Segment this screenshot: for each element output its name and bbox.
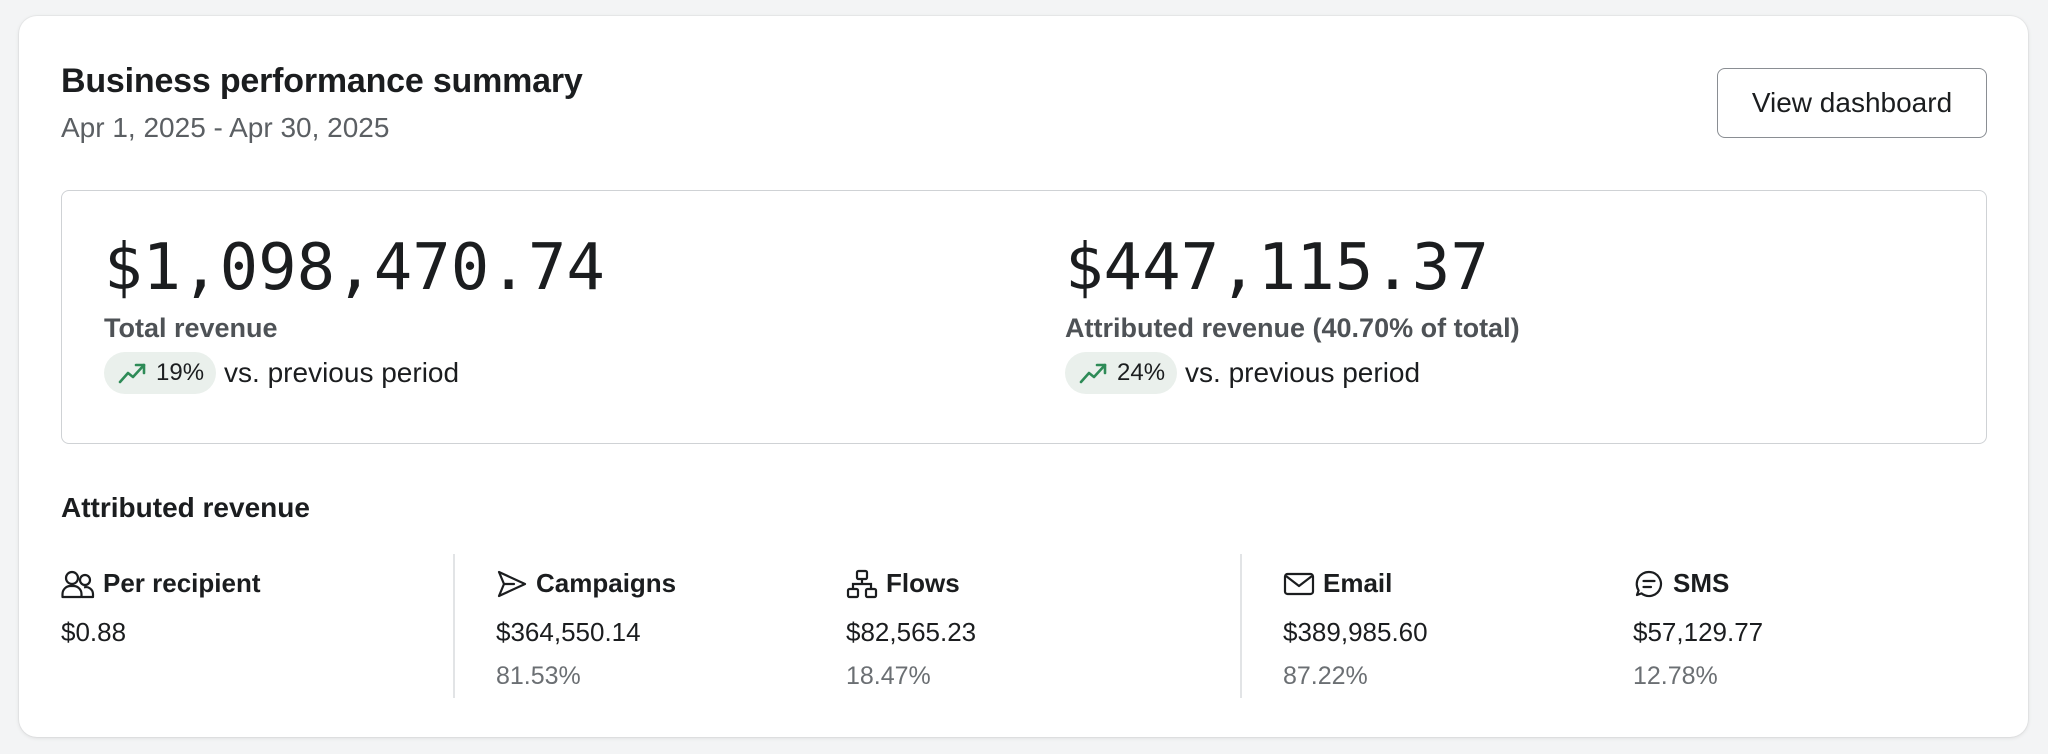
trend-comparison: vs. previous period [1185, 357, 1421, 388]
stat-per-recipient: Per recipient $0.88 [61, 568, 261, 648]
page-title: Business performance summary [61, 62, 583, 100]
date-range: Apr 1, 2025 - Apr 30, 2025 [61, 112, 390, 143]
stat-sms: SMS $57,129.77 12.78% [1633, 568, 1763, 691]
stat-value: $389,985.60 [1283, 617, 1428, 647]
total-revenue-label: Total revenue [104, 313, 278, 343]
trending-up-icon [118, 363, 146, 384]
stat-percent: 12.78% [1633, 662, 1718, 690]
column-divider [1240, 554, 1242, 698]
stat-value: $364,550.14 [496, 617, 641, 647]
stat-percent: 81.53% [496, 662, 581, 690]
stat-value: $82,565.23 [846, 617, 977, 647]
column-divider [453, 554, 455, 698]
trend-badge: 24% [1065, 352, 1178, 394]
attributed-revenue-metric: $447,115.37 Attributed revenue (40.70% o… [1065, 231, 1520, 394]
flow-icon [846, 569, 878, 598]
attributed-revenue-section-title: Attributed revenue [61, 492, 310, 523]
trend-comparison: vs. previous period [224, 357, 460, 388]
trend-percent: 19% [156, 359, 205, 386]
trending-up-icon [1079, 363, 1107, 384]
stat-value: $57,129.77 [1633, 617, 1764, 647]
performance-summary-card: Business performance summary Apr 1, 2025… [19, 16, 2028, 737]
stat-label: Email [1323, 568, 1393, 598]
stat-percent: 18.47% [846, 662, 931, 690]
attributed-revenue-trend: 24% vs. previous period [1065, 352, 1520, 394]
view-dashboard-button[interactable]: View dashboard [1717, 68, 1987, 138]
users-icon [61, 570, 95, 598]
stat-label: Per recipient [103, 568, 261, 598]
trend-percent: 24% [1117, 359, 1166, 386]
total-revenue-trend: 19% vs. previous period [104, 352, 605, 394]
sms-icon [1635, 570, 1663, 597]
send-icon [497, 570, 527, 597]
mail-icon [1283, 572, 1315, 595]
total-revenue-value: $1,098,470.74 [104, 231, 605, 305]
stat-campaigns: Campaigns $364,550.14 81.53% [496, 568, 676, 691]
stat-percent: 87.22% [1283, 662, 1368, 690]
stat-flows: Flows $82,565.23 18.47% [846, 568, 976, 691]
revenue-summary-box: $1,098,470.74 Total revenue 19% vs. prev… [61, 190, 1987, 444]
stat-label: Campaigns [536, 568, 677, 598]
stat-label: Flows [886, 568, 960, 598]
trend-badge: 19% [104, 352, 217, 394]
stat-value: $0.88 [61, 617, 127, 647]
attributed-revenue-value: $447,115.37 [1065, 231, 1489, 305]
total-revenue-metric: $1,098,470.74 Total revenue 19% vs. prev… [104, 231, 605, 394]
attributed-revenue-label: Attributed revenue (40.70% of total) [1065, 313, 1520, 343]
stat-label: SMS [1673, 568, 1730, 598]
stat-email: Email $389,985.60 87.22% [1283, 568, 1428, 691]
